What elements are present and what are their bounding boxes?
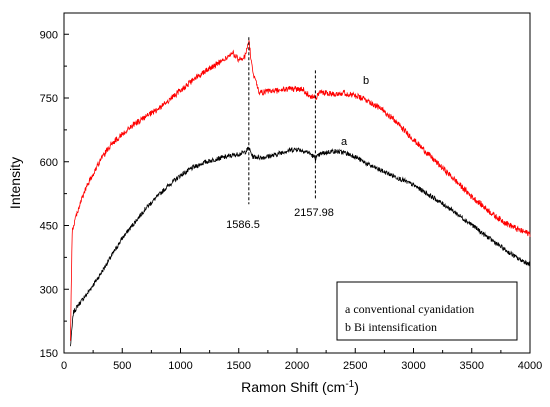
y-tick-label: 900 <box>40 29 58 41</box>
x-tick-label: 2000 <box>285 360 309 372</box>
series-layer <box>70 40 531 347</box>
y-tick-label: 300 <box>40 284 58 296</box>
x-tick-label: 4000 <box>518 360 542 372</box>
series-a-label: a <box>341 136 348 148</box>
y-tick-label: 450 <box>40 221 58 233</box>
y-tick-label: 750 <box>40 93 58 105</box>
legend-box <box>336 281 518 341</box>
y-axis-title: Intensity <box>7 157 23 209</box>
x-axis-title: Ramon Shift (cm-1) <box>241 379 359 395</box>
legend: a conventional cyanidation b Bi intensif… <box>336 281 518 341</box>
x-tick-label: 0 <box>61 360 67 372</box>
peak-label-2157: 2157.98 <box>294 207 334 219</box>
y-tick-label: 600 <box>40 157 58 169</box>
series-line-a <box>70 146 531 347</box>
x-tick-label: 1000 <box>168 360 192 372</box>
legend-entry-b: b Bi intensification <box>345 320 437 334</box>
y-tick-label: 150 <box>40 348 58 360</box>
legend-entry-a: a conventional cyanidation <box>345 302 474 316</box>
peak-markers <box>248 37 316 205</box>
series-line-b <box>70 40 531 341</box>
peak-label-1586: 1586.5 <box>226 219 260 231</box>
x-tick-label: 3500 <box>460 360 484 372</box>
x-tick-label: 500 <box>113 360 131 372</box>
x-tick-label: 3000 <box>401 360 425 372</box>
x-tick-label: 2500 <box>343 360 367 372</box>
axis-ticks <box>63 33 531 354</box>
x-tick-label: 1500 <box>227 360 251 372</box>
y-tick-labels: 150 300 450 600 750 900 <box>40 29 58 360</box>
series-b-label: b <box>363 75 369 87</box>
x-tick-labels: 0 500 1000 1500 2000 2500 3000 3500 4000 <box>61 360 542 372</box>
